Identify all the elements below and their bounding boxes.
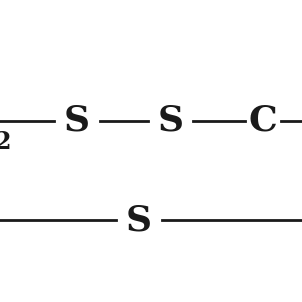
Text: C: C — [248, 104, 277, 138]
Text: S: S — [158, 104, 184, 138]
Text: 2: 2 — [0, 130, 11, 154]
Text: S: S — [126, 204, 152, 237]
Text: S: S — [64, 104, 90, 138]
